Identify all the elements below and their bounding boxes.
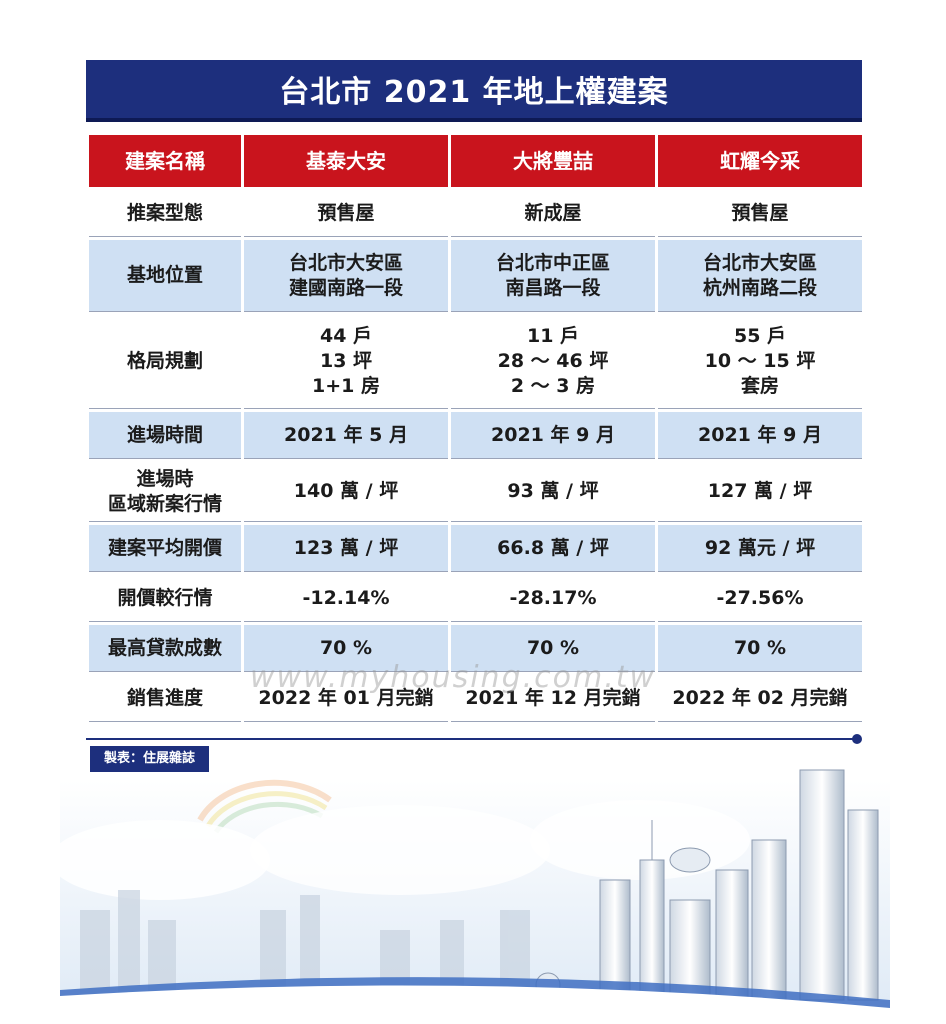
table-cell: 預售屋 xyxy=(658,190,862,237)
watermark: www.myhousing.com.tw xyxy=(250,660,657,695)
table-header-row: 建案名稱 基泰大安 大將豐喆 虹耀今采 xyxy=(89,135,862,187)
table-cell: 70 % xyxy=(451,625,655,672)
header-cell-project: 大將豐喆 xyxy=(451,135,655,187)
table-cell: 11 戶 28 ～ 46 坪 2 ～ 3 房 xyxy=(451,315,655,409)
table-cell: 92 萬元 / 坪 xyxy=(658,525,862,572)
table-row: 進場時間 2021 年 5 月 2021 年 9 月 2021 年 9 月 xyxy=(89,412,862,459)
table-cell: 2021 年 5 月 xyxy=(244,412,448,459)
table-cell: 台北市大安區 杭州南路二段 xyxy=(658,240,862,312)
table-row: 建案平均開價 123 萬 / 坪 66.8 萬 / 坪 92 萬元 / 坪 xyxy=(89,525,862,572)
table-cell: 127 萬 / 坪 xyxy=(658,462,862,522)
header-cell-label: 建案名稱 xyxy=(89,135,241,187)
table-cell: 2021 年 9 月 xyxy=(451,412,655,459)
row-label: 格局規劃 xyxy=(89,315,241,409)
table-row: 推案型態 預售屋 新成屋 預售屋 xyxy=(89,190,862,237)
infographic: 台北市 2021 年地上權建案 建案名稱 基泰大安 大將豐喆 虹耀今采 推案型態 預售屋新… xyxy=(86,60,865,725)
table-cell: -28.17% xyxy=(451,575,655,622)
table-row: 銷售進度 2022 年 01 月完銷 2021 年 12 月完銷 2022 年 02 … xyxy=(89,675,862,722)
table-cell: 台北市中正區 南昌路一段 xyxy=(451,240,655,312)
table-cell: 70 % xyxy=(244,625,448,672)
table-cell: 2022 年 01 月完銷 xyxy=(244,675,448,722)
comparison-table: 建案名稱 基泰大安 大將豐喆 虹耀今采 推案型態 預售屋 新成屋 預售屋 基地位置 台北市大安區 … xyxy=(86,132,865,725)
row-label: 進場時間 xyxy=(89,412,241,459)
table-row: 進場時 區域新案行情 140 萬 / 坪 93 萬 / 坪 127 萬 / 坪 xyxy=(89,462,862,522)
table-row: 基地位置 台北市大安區 建國南路一段 台北市中正區 南昌路一段 台北市大安區 杭州南路… xyxy=(89,240,862,312)
header-cell-project: 虹耀今采 xyxy=(658,135,862,187)
table-row: 最高貸款成數 70 % 70 % 70 % xyxy=(89,625,862,672)
table-cell: 44 戶 13 坪 1+1 房 xyxy=(244,315,448,409)
divider xyxy=(86,738,856,740)
header-cell-project: 基泰大安 xyxy=(244,135,448,187)
row-label: 開價較行情 xyxy=(89,575,241,622)
table-cell: -27.56% xyxy=(658,575,862,622)
table-cell: 預售屋 xyxy=(244,190,448,237)
page-title: 台北市 2021 年地上權建案 xyxy=(86,60,862,122)
source-label: 製表：住展雜誌 xyxy=(90,746,210,772)
row-label: 推案型態 xyxy=(89,190,241,237)
divider-dot xyxy=(852,734,862,744)
table-cell: 140 萬 / 坪 xyxy=(244,462,448,522)
table-row: 開價較行情 -12.14% -28.17% -27.56% xyxy=(89,575,862,622)
row-label: 基地位置 xyxy=(89,240,241,312)
table-cell: 93 萬 / 坪 xyxy=(451,462,655,522)
city-skyline-illustration xyxy=(50,769,890,1024)
table-cell: 新成屋 xyxy=(451,190,655,237)
table-cell: 2021 年 12 月完銷 xyxy=(451,675,655,722)
table-cell: -12.14% xyxy=(244,575,448,622)
row-label: 最高貸款成數 xyxy=(89,625,241,672)
table-row: 格局規劃 44 戶 13 坪 1+1 房 11 戶 28 ～ 46 坪 2 ～ 3 … xyxy=(89,315,862,409)
row-label: 銷售進度 xyxy=(89,675,241,722)
table-cell: 2021 年 9 月 xyxy=(658,412,862,459)
table-cell: 123 萬 / 坪 xyxy=(244,525,448,572)
row-label: 進場時 區域新案行情 xyxy=(89,462,241,522)
table-cell: 55 戶 10 ～ 15 坪 套房 xyxy=(658,315,862,409)
table-cell: 70 % xyxy=(658,625,862,672)
row-label: 建案平均開價 xyxy=(89,525,241,572)
table-cell: 66.8 萬 / 坪 xyxy=(451,525,655,572)
table-cell: 台北市大安區 建國南路一段 xyxy=(244,240,448,312)
table-cell: 2022 年 02 月完銷 xyxy=(658,675,862,722)
